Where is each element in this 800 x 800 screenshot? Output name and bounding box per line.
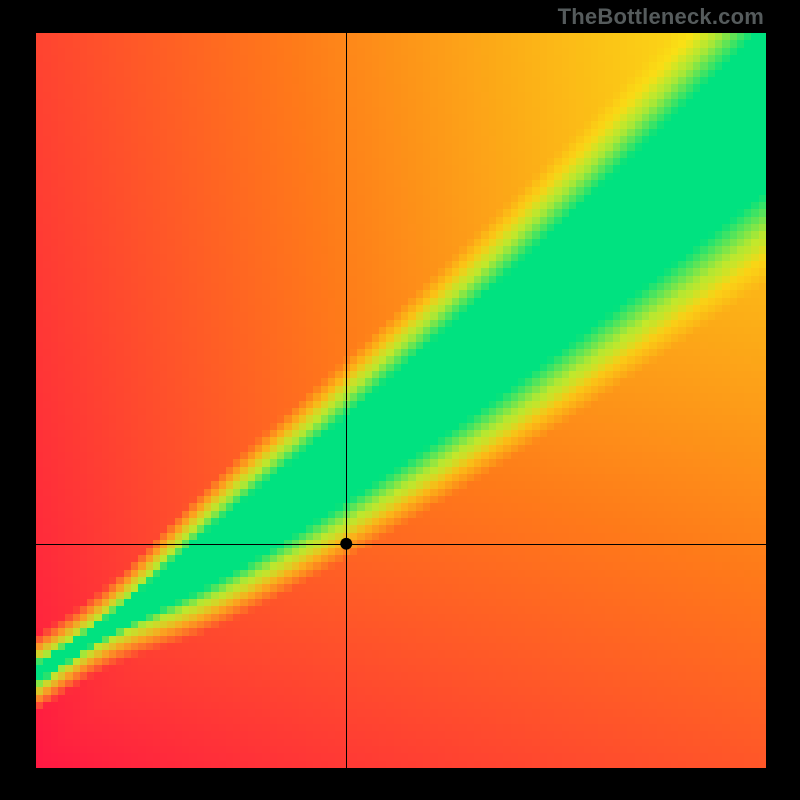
chart-container: { "watermark": { "text": "TheBottleneck.… bbox=[0, 0, 800, 800]
bottleneck-heatmap bbox=[36, 33, 766, 768]
watermark-text: TheBottleneck.com bbox=[558, 4, 764, 30]
